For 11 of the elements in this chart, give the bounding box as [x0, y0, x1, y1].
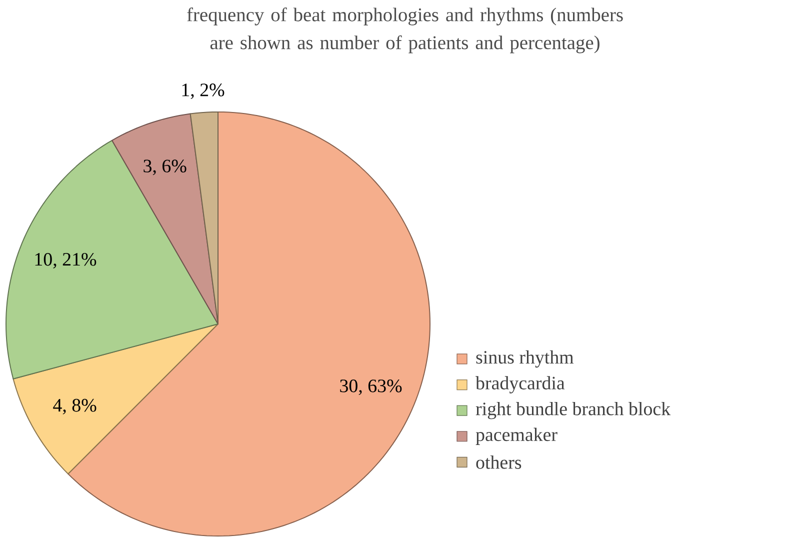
data-label: 1, 2%	[182, 84, 224, 100]
chart-title: frequency of beat morphologies and rhythms (numbers are shown as number of patients and percentage)	[187, 8, 623, 54]
data-label: 4, 8%	[53, 398, 96, 414]
data-label: 10, 21%	[35, 252, 96, 268]
legend-label: others	[476, 456, 522, 469]
data-label: 30, 63%	[340, 380, 402, 396]
legend-label: sinus rhythm	[476, 350, 574, 368]
legend-label: right bundle branch block	[476, 402, 671, 420]
legend-label: bradycardia	[476, 376, 565, 394]
data-label: 3, 6%	[144, 160, 186, 176]
legend-label: pacemaker	[476, 428, 558, 445]
